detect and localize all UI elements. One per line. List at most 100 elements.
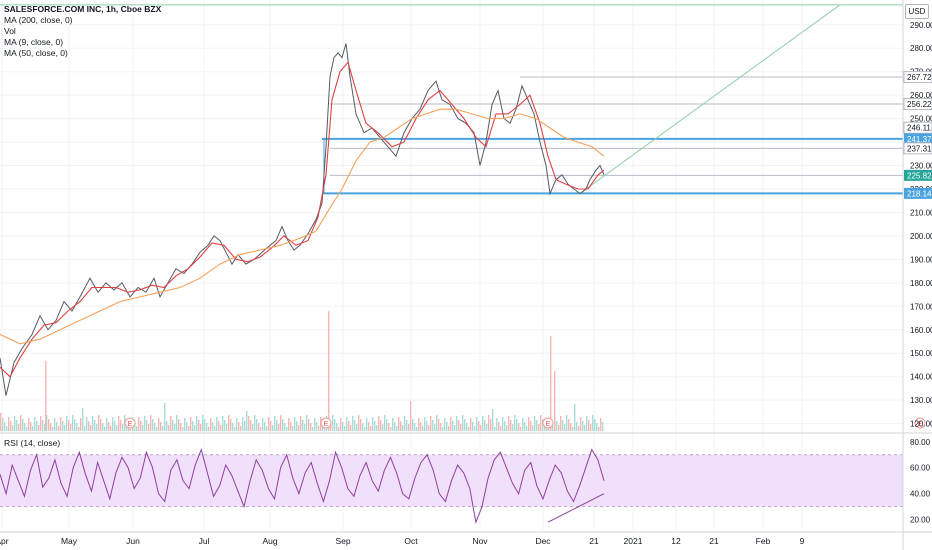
volume-bar — [410, 401, 412, 431]
volume-bar — [532, 425, 534, 431]
time-tick-label: Jul — [199, 536, 210, 546]
volume-bar — [180, 423, 182, 431]
volume-bar — [238, 422, 240, 431]
volume-bar — [360, 419, 362, 431]
volume-bar — [140, 421, 142, 431]
volume-bar — [304, 424, 306, 431]
volume-bar — [474, 426, 476, 431]
volume-bar — [108, 422, 110, 431]
price-label-badge — [903, 71, 932, 84]
volume-bar — [100, 419, 102, 431]
volume-bar — [394, 422, 396, 431]
volume-bar — [564, 424, 566, 431]
volume-bar — [248, 416, 250, 431]
volume-bar — [232, 423, 234, 431]
earnings-marker — [320, 417, 332, 429]
volume-bar — [546, 427, 548, 431]
legend-ma200[interactable]: MA (200, close, 0) — [4, 15, 73, 25]
volume-bar — [482, 416, 484, 431]
volume-bar — [208, 427, 210, 431]
volume-bar — [502, 417, 504, 431]
volume-bar — [526, 426, 528, 431]
volume-bar — [46, 415, 48, 431]
price-label-text: 246.11 — [907, 124, 931, 133]
volume-bar — [388, 423, 390, 431]
volume-bar — [520, 427, 522, 431]
volume-bar — [6, 426, 8, 431]
volume-bar — [86, 417, 88, 431]
volume-bar — [524, 422, 526, 431]
volume-bar — [294, 417, 296, 431]
volume-bar — [308, 419, 310, 431]
price-label-text: 218.14 — [907, 189, 932, 198]
volume-bar — [172, 420, 174, 431]
volume-bar — [120, 420, 122, 431]
volume-bar — [62, 421, 64, 431]
volume-bar — [498, 422, 500, 431]
volume-bar — [42, 420, 44, 431]
horizontal-levels — [0, 4, 903, 195]
volume-bar — [518, 423, 520, 431]
volume-bar — [500, 426, 502, 431]
volume-bar — [356, 424, 358, 431]
volume-bar — [290, 422, 292, 431]
price-tick-label: 200.00 — [910, 232, 932, 241]
volume-bar — [150, 415, 152, 431]
volume-bar — [70, 424, 72, 431]
volume-bar — [298, 425, 300, 431]
volume-bar — [560, 416, 562, 431]
volume-bar — [444, 418, 446, 431]
volume-bar — [78, 427, 80, 431]
legend-vol[interactable]: Vol — [4, 26, 16, 36]
price-tick-label: 130.00 — [910, 396, 932, 405]
volume-bar — [490, 419, 492, 431]
volume-bar — [90, 425, 92, 431]
price-label-text: 241.37 — [907, 135, 932, 144]
volume-bar — [302, 420, 304, 431]
volume-bar — [530, 421, 532, 431]
volume-bar — [478, 421, 480, 431]
price-tick-label: 230.00 — [910, 162, 932, 171]
volume-bar — [380, 420, 382, 431]
volume-bar — [336, 423, 338, 431]
volume-bar — [224, 420, 226, 431]
volume-bar — [218, 421, 220, 431]
time-tick-label: Apr — [0, 536, 9, 546]
volume-bar — [22, 419, 24, 431]
volume-bar — [56, 422, 58, 431]
volume-bar — [378, 416, 380, 431]
legend-ma50[interactable]: MA (50, close, 0) — [4, 48, 68, 58]
volume-bar — [362, 423, 364, 431]
volume-bar — [112, 417, 114, 431]
volume-bar — [234, 427, 236, 431]
volume-bar — [522, 418, 524, 431]
volume-bar — [88, 421, 90, 431]
price-tick-label: 190.00 — [910, 255, 932, 264]
volume-bar — [58, 426, 60, 431]
volume-bar — [48, 419, 50, 431]
symbol-title[interactable]: SALESFORCE.COM INC, 1h, Cboe BZX — [4, 4, 162, 14]
currency-button[interactable]: USD — [905, 4, 929, 19]
chart-grid — [0, 0, 903, 530]
volume-bar — [442, 427, 444, 431]
volume-bar — [148, 424, 150, 431]
volume-bar — [182, 427, 184, 431]
volume-bar — [260, 427, 262, 431]
legend-ma9[interactable]: MA (9, close, 0) — [4, 37, 64, 47]
volume-bar — [538, 424, 540, 431]
volume-bar — [428, 425, 430, 431]
rsi-legend[interactable]: RSI (14, close) — [4, 438, 61, 448]
volume-bar — [568, 419, 570, 431]
time-axis[interactable]: Apr May Jun Jul Aug Sep Oct Nov Dec 21 2021 12 21 Feb… — [0, 536, 805, 546]
volume-bar — [370, 426, 372, 431]
rsi-trendline — [547, 493, 605, 523]
volume-bar — [72, 415, 74, 431]
volume-bar — [316, 422, 318, 431]
volume-bar — [352, 416, 354, 431]
volume-bar — [64, 425, 66, 431]
volume-bar — [354, 420, 356, 431]
price-label-badge — [904, 169, 932, 181]
price-label-badge — [903, 98, 932, 111]
